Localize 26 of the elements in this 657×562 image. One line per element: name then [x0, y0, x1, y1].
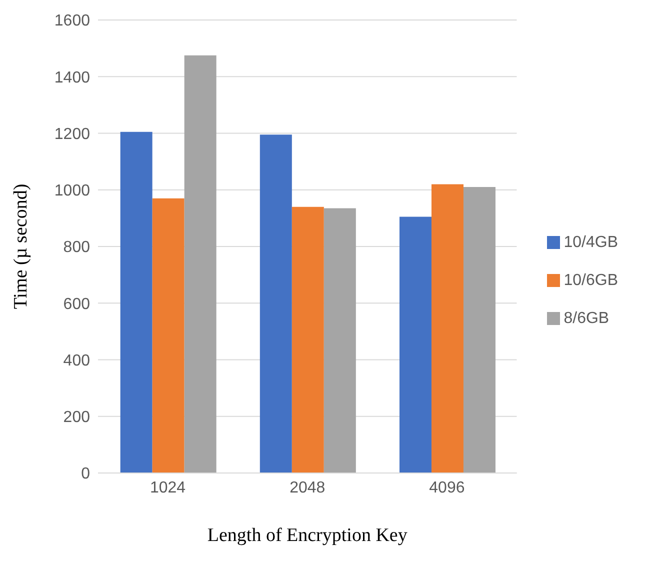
x-axis-title: Length of Encryption Key	[207, 525, 408, 546]
y-tick-label: 600	[63, 296, 90, 313]
x-tick-label: 2048	[290, 479, 326, 496]
y-axis-title: Time (µ second)	[10, 184, 32, 310]
y-tick-label: 400	[63, 352, 90, 370]
y-tick-label: 1200	[54, 126, 90, 143]
bar	[399, 216, 432, 473]
y-tick-label: 1000	[54, 182, 90, 200]
legend-label: 8/6GB	[564, 310, 610, 326]
bar	[463, 187, 496, 473]
bar	[184, 55, 216, 473]
y-tick-label: 1400	[54, 69, 90, 86]
x-tick-label: 4096	[429, 479, 465, 496]
bar	[431, 184, 464, 473]
legend-label: 10/4GB	[564, 234, 618, 250]
legend-label: 10/6GB	[564, 272, 618, 288]
y-tick-label: 1600	[54, 12, 90, 30]
bar	[260, 134, 292, 473]
bar	[324, 208, 356, 473]
bar	[152, 198, 184, 473]
y-tick-label: 200	[63, 409, 90, 426]
x-tick-label: 1024	[150, 479, 186, 496]
bar	[120, 132, 152, 473]
y-tick-label: 0	[81, 466, 90, 483]
bar	[292, 206, 324, 473]
y-tick-label: 800	[63, 239, 90, 256]
